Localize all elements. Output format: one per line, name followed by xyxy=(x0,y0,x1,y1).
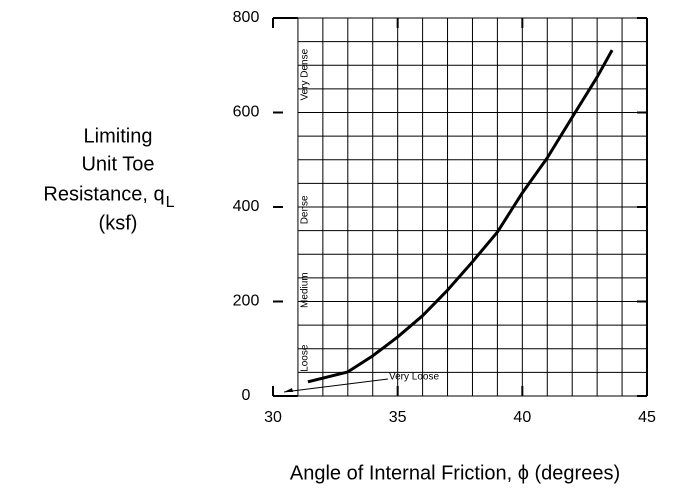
y-axis-label: Unit Toe xyxy=(81,153,154,175)
y-axis-label: (ksf) xyxy=(99,212,138,234)
zone-label: Very Loose xyxy=(389,372,439,383)
zone-label: Dense xyxy=(300,195,311,224)
y-tick-label: 600 xyxy=(233,104,260,121)
x-tick-label: 30 xyxy=(264,409,282,426)
y-tick-label: 800 xyxy=(233,9,260,26)
x-tick-label: 35 xyxy=(389,409,407,426)
annotation-arrowhead xyxy=(284,388,293,392)
y-axis-label: Resistance, q xyxy=(43,183,164,205)
x-tick-label: 40 xyxy=(513,409,531,426)
y-tick-label: 200 xyxy=(233,293,260,310)
y-axis-label-subscript: L xyxy=(166,194,175,211)
y-tick-label: 400 xyxy=(233,198,260,215)
curve xyxy=(307,49,614,384)
annotation-arrow xyxy=(283,378,389,393)
x-tick-label: 45 xyxy=(638,409,656,426)
zone-label: Very Dense xyxy=(300,48,311,100)
zone-label: Loose xyxy=(300,344,311,372)
zone-label: Medium xyxy=(300,272,311,308)
y-tick-label: 0 xyxy=(242,387,251,404)
x-axis-label: Angle of Internal Friction, ϕ (degrees) xyxy=(290,462,620,484)
y-axis-label: Limiting xyxy=(84,125,153,147)
